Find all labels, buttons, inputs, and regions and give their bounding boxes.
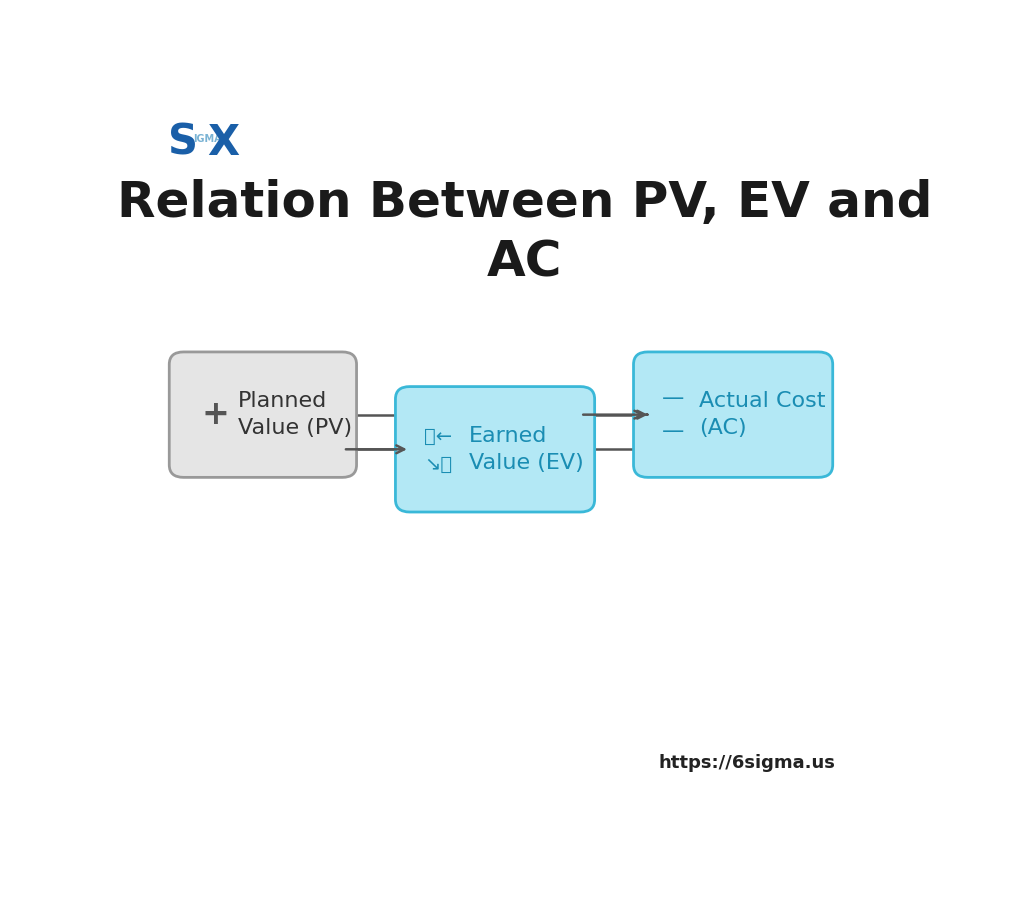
Text: Actual Cost
(AC): Actual Cost (AC) bbox=[699, 392, 826, 438]
Bar bbox=[342, 415, 648, 449]
Text: Planned
Value (PV): Planned Value (PV) bbox=[238, 392, 351, 438]
Text: ↘💼: ↘💼 bbox=[424, 455, 453, 474]
Text: S: S bbox=[168, 122, 198, 164]
FancyBboxPatch shape bbox=[634, 352, 833, 477]
FancyBboxPatch shape bbox=[169, 352, 356, 477]
Text: +: + bbox=[201, 398, 229, 431]
Text: Earned
Value (EV): Earned Value (EV) bbox=[469, 426, 584, 472]
Text: 💼←: 💼← bbox=[424, 428, 453, 446]
Text: X: X bbox=[207, 122, 240, 164]
FancyBboxPatch shape bbox=[395, 387, 595, 512]
Text: —
—: — — bbox=[663, 388, 684, 441]
Text: https://6sigma.us: https://6sigma.us bbox=[658, 754, 836, 772]
Text: Relation Between PV, EV and
AC: Relation Between PV, EV and AC bbox=[117, 179, 933, 286]
Text: IGMA: IGMA bbox=[194, 134, 222, 144]
